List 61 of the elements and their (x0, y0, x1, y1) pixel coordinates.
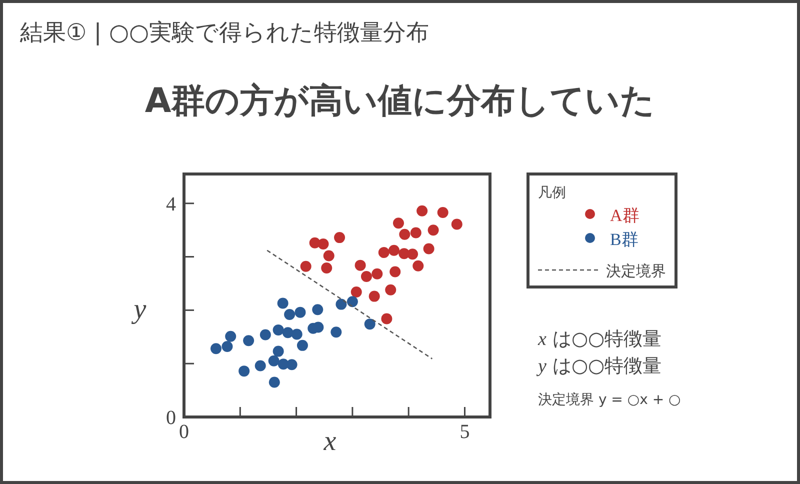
point (388, 244, 400, 256)
y-tick-label: 4 (166, 193, 176, 216)
legend-label: 決定境界 (606, 262, 666, 280)
point (399, 228, 410, 240)
x-tick-label: 5 (460, 421, 470, 443)
point (381, 313, 392, 324)
point (282, 327, 294, 338)
point (412, 260, 424, 272)
point (410, 227, 422, 238)
point (284, 308, 296, 320)
legend-title: 凡例 (538, 185, 566, 201)
point (238, 366, 250, 377)
point (350, 286, 362, 298)
y-axis-title: y (130, 294, 147, 325)
text: x は○○特徴量 (537, 328, 662, 350)
point (272, 324, 284, 336)
point (300, 260, 312, 272)
point (378, 247, 390, 258)
point (268, 355, 280, 366)
point (368, 290, 380, 302)
x-axis-title: x (322, 426, 337, 457)
text: y は○○特徴量 (536, 355, 662, 377)
point (390, 266, 401, 278)
point (385, 284, 396, 296)
point (346, 296, 358, 308)
point (330, 326, 342, 338)
point (354, 260, 366, 271)
point (423, 243, 434, 254)
legend-label: B群 (610, 230, 638, 249)
point (428, 224, 439, 236)
point (416, 205, 428, 216)
point (312, 304, 324, 316)
point (407, 248, 418, 260)
point (260, 329, 271, 340)
point (437, 206, 448, 218)
point (318, 238, 329, 250)
point (225, 330, 236, 342)
point (277, 298, 288, 309)
point (222, 341, 233, 352)
legend-label: A群 (610, 206, 640, 225)
point (336, 298, 347, 310)
point (334, 232, 346, 244)
point (268, 376, 280, 388)
point (210, 343, 222, 354)
point (294, 306, 306, 318)
point (321, 262, 332, 274)
point (291, 328, 302, 340)
chart-title: 結果① | ○○実験で得られた特徴量分布 (19, 20, 430, 46)
point (372, 268, 383, 280)
point (364, 318, 376, 330)
point (286, 359, 298, 370)
point (360, 271, 372, 282)
chart-subtitle: A群の方が高い値に分布していた (144, 81, 656, 121)
point (296, 340, 308, 351)
text: 決定境界 y = ○x + ○ (538, 392, 681, 408)
point (272, 346, 284, 357)
point (451, 218, 462, 230)
point (392, 218, 404, 229)
point (323, 250, 334, 262)
point (254, 360, 266, 372)
point (243, 335, 254, 346)
